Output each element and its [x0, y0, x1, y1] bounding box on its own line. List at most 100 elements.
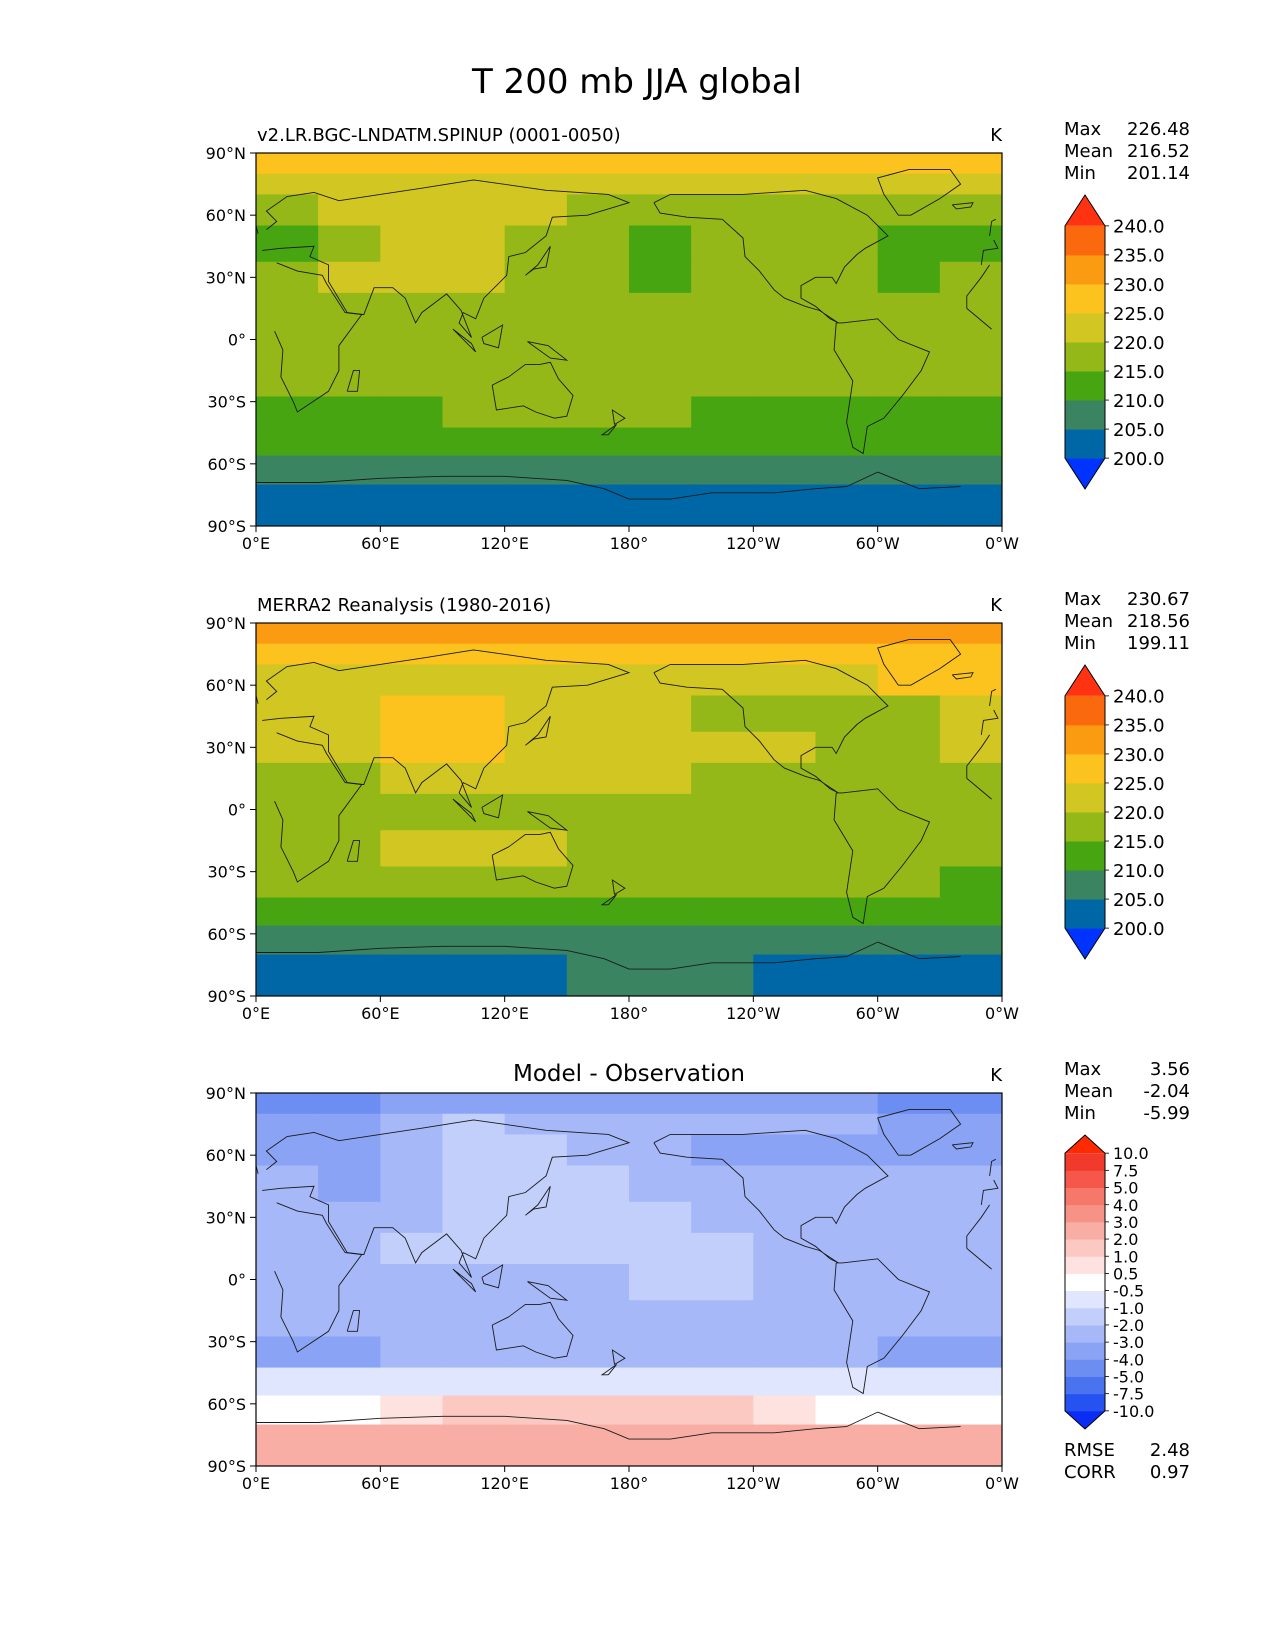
field-cell	[939, 1201, 1002, 1234]
x-tick-label: 0°E	[242, 1474, 270, 1493]
field-cell	[442, 292, 506, 325]
y-tick-label: 0°	[228, 1271, 246, 1290]
field-cell	[566, 1336, 630, 1369]
stat-value-corr: 0.97	[1150, 1462, 1190, 1483]
field-cell	[380, 1113, 444, 1136]
field-cell	[504, 925, 568, 956]
field-cell	[691, 897, 754, 927]
field-cell	[753, 484, 817, 526]
x-tick-label: 0°E	[242, 534, 270, 553]
field-cell	[939, 1113, 1002, 1136]
field-cell	[318, 323, 381, 361]
x-tick-label: 120°E	[480, 1474, 529, 1493]
field-cell	[877, 1336, 941, 1369]
field-cell	[442, 261, 506, 294]
coastline	[877, 169, 962, 216]
field-cell	[504, 1395, 568, 1426]
field-cell	[566, 194, 630, 227]
field-cell	[815, 1165, 879, 1203]
field-cell	[939, 897, 1002, 927]
field-cell	[877, 793, 941, 831]
field-cell	[566, 925, 630, 956]
field-cell	[753, 153, 817, 175]
y-tick-label: 90°N	[206, 614, 246, 633]
field-cell	[939, 925, 1002, 956]
field-cell	[691, 1165, 754, 1203]
field-cell	[877, 1395, 941, 1426]
field-cell	[753, 360, 817, 398]
field-cell	[629, 643, 692, 666]
field-cell	[815, 1395, 879, 1426]
x-tick-label: 120°W	[726, 1004, 781, 1023]
field-cell	[318, 1263, 381, 1301]
field-cell	[877, 1165, 941, 1203]
field-cell	[877, 1367, 941, 1397]
stat-label-max: Max	[1064, 589, 1102, 610]
field-cell	[318, 664, 381, 697]
field-cell	[939, 1300, 1002, 1338]
colorbar-level-label: -0.5	[1113, 1282, 1144, 1301]
colorbar-swatch	[1065, 371, 1105, 401]
field-cell	[939, 643, 1002, 666]
map-field	[256, 1093, 1002, 1466]
coastline	[346, 370, 361, 392]
field-cell	[380, 173, 444, 196]
field-cell	[753, 1263, 817, 1301]
field-cell	[566, 261, 630, 294]
field-cell	[566, 793, 630, 831]
field-cell	[691, 396, 754, 429]
field-cell	[442, 1395, 506, 1426]
field-cell	[877, 1113, 941, 1136]
field-cell	[753, 643, 817, 666]
field-cell	[256, 830, 319, 868]
field-cell	[691, 1113, 754, 1136]
field-cell	[566, 1201, 630, 1234]
x-tick-label: 60°W	[856, 1474, 900, 1493]
field-cell	[691, 455, 754, 486]
field-cell	[318, 695, 381, 733]
field-cell	[815, 153, 879, 175]
field-cell	[380, 731, 444, 764]
field-cell	[380, 793, 444, 831]
colorbar-level-label: -7.5	[1113, 1385, 1144, 1404]
x-tick-label: 60°E	[361, 534, 399, 553]
colorbar-swatch	[1065, 841, 1105, 871]
field-cell	[815, 925, 879, 956]
field-cell	[256, 954, 319, 996]
stat-value-min: 201.14	[1127, 163, 1190, 184]
field-cell	[815, 793, 879, 831]
field-cell	[318, 793, 381, 831]
panel-units: K	[990, 125, 1003, 146]
colorbar-level-label: -4.0	[1113, 1350, 1144, 1369]
colorbar-swatch	[1065, 1170, 1105, 1189]
field-cell	[504, 173, 568, 196]
field-cell	[691, 292, 754, 325]
field-cell	[504, 1232, 568, 1265]
field-cell	[691, 194, 754, 227]
colorbar-swatch	[1065, 1204, 1105, 1223]
y-tick-label: 30°S	[207, 393, 246, 412]
field-cell	[815, 623, 879, 645]
field-cell	[504, 954, 568, 996]
colorbar-level-label: 240.0	[1113, 687, 1165, 708]
field-cell	[753, 1201, 817, 1234]
field-cell	[318, 225, 381, 263]
field-cell	[939, 830, 1002, 868]
field-cell	[318, 762, 381, 795]
field-cell	[877, 323, 941, 361]
colorbar-level-label: -3.0	[1113, 1333, 1144, 1352]
field-cell	[380, 664, 444, 697]
field-cell	[256, 323, 319, 361]
colorbar-swatch	[1065, 1376, 1105, 1395]
field-cell	[815, 173, 879, 196]
field-cell	[939, 455, 1002, 486]
coastline	[653, 189, 889, 324]
field-cell	[629, 897, 692, 927]
field-cell	[877, 292, 941, 325]
field-cell	[753, 323, 817, 361]
field-cell	[753, 396, 817, 429]
field-cell	[939, 1263, 1002, 1301]
field-cell	[318, 643, 381, 666]
stat-value-min: 199.11	[1127, 633, 1190, 654]
field-cell	[318, 173, 381, 196]
